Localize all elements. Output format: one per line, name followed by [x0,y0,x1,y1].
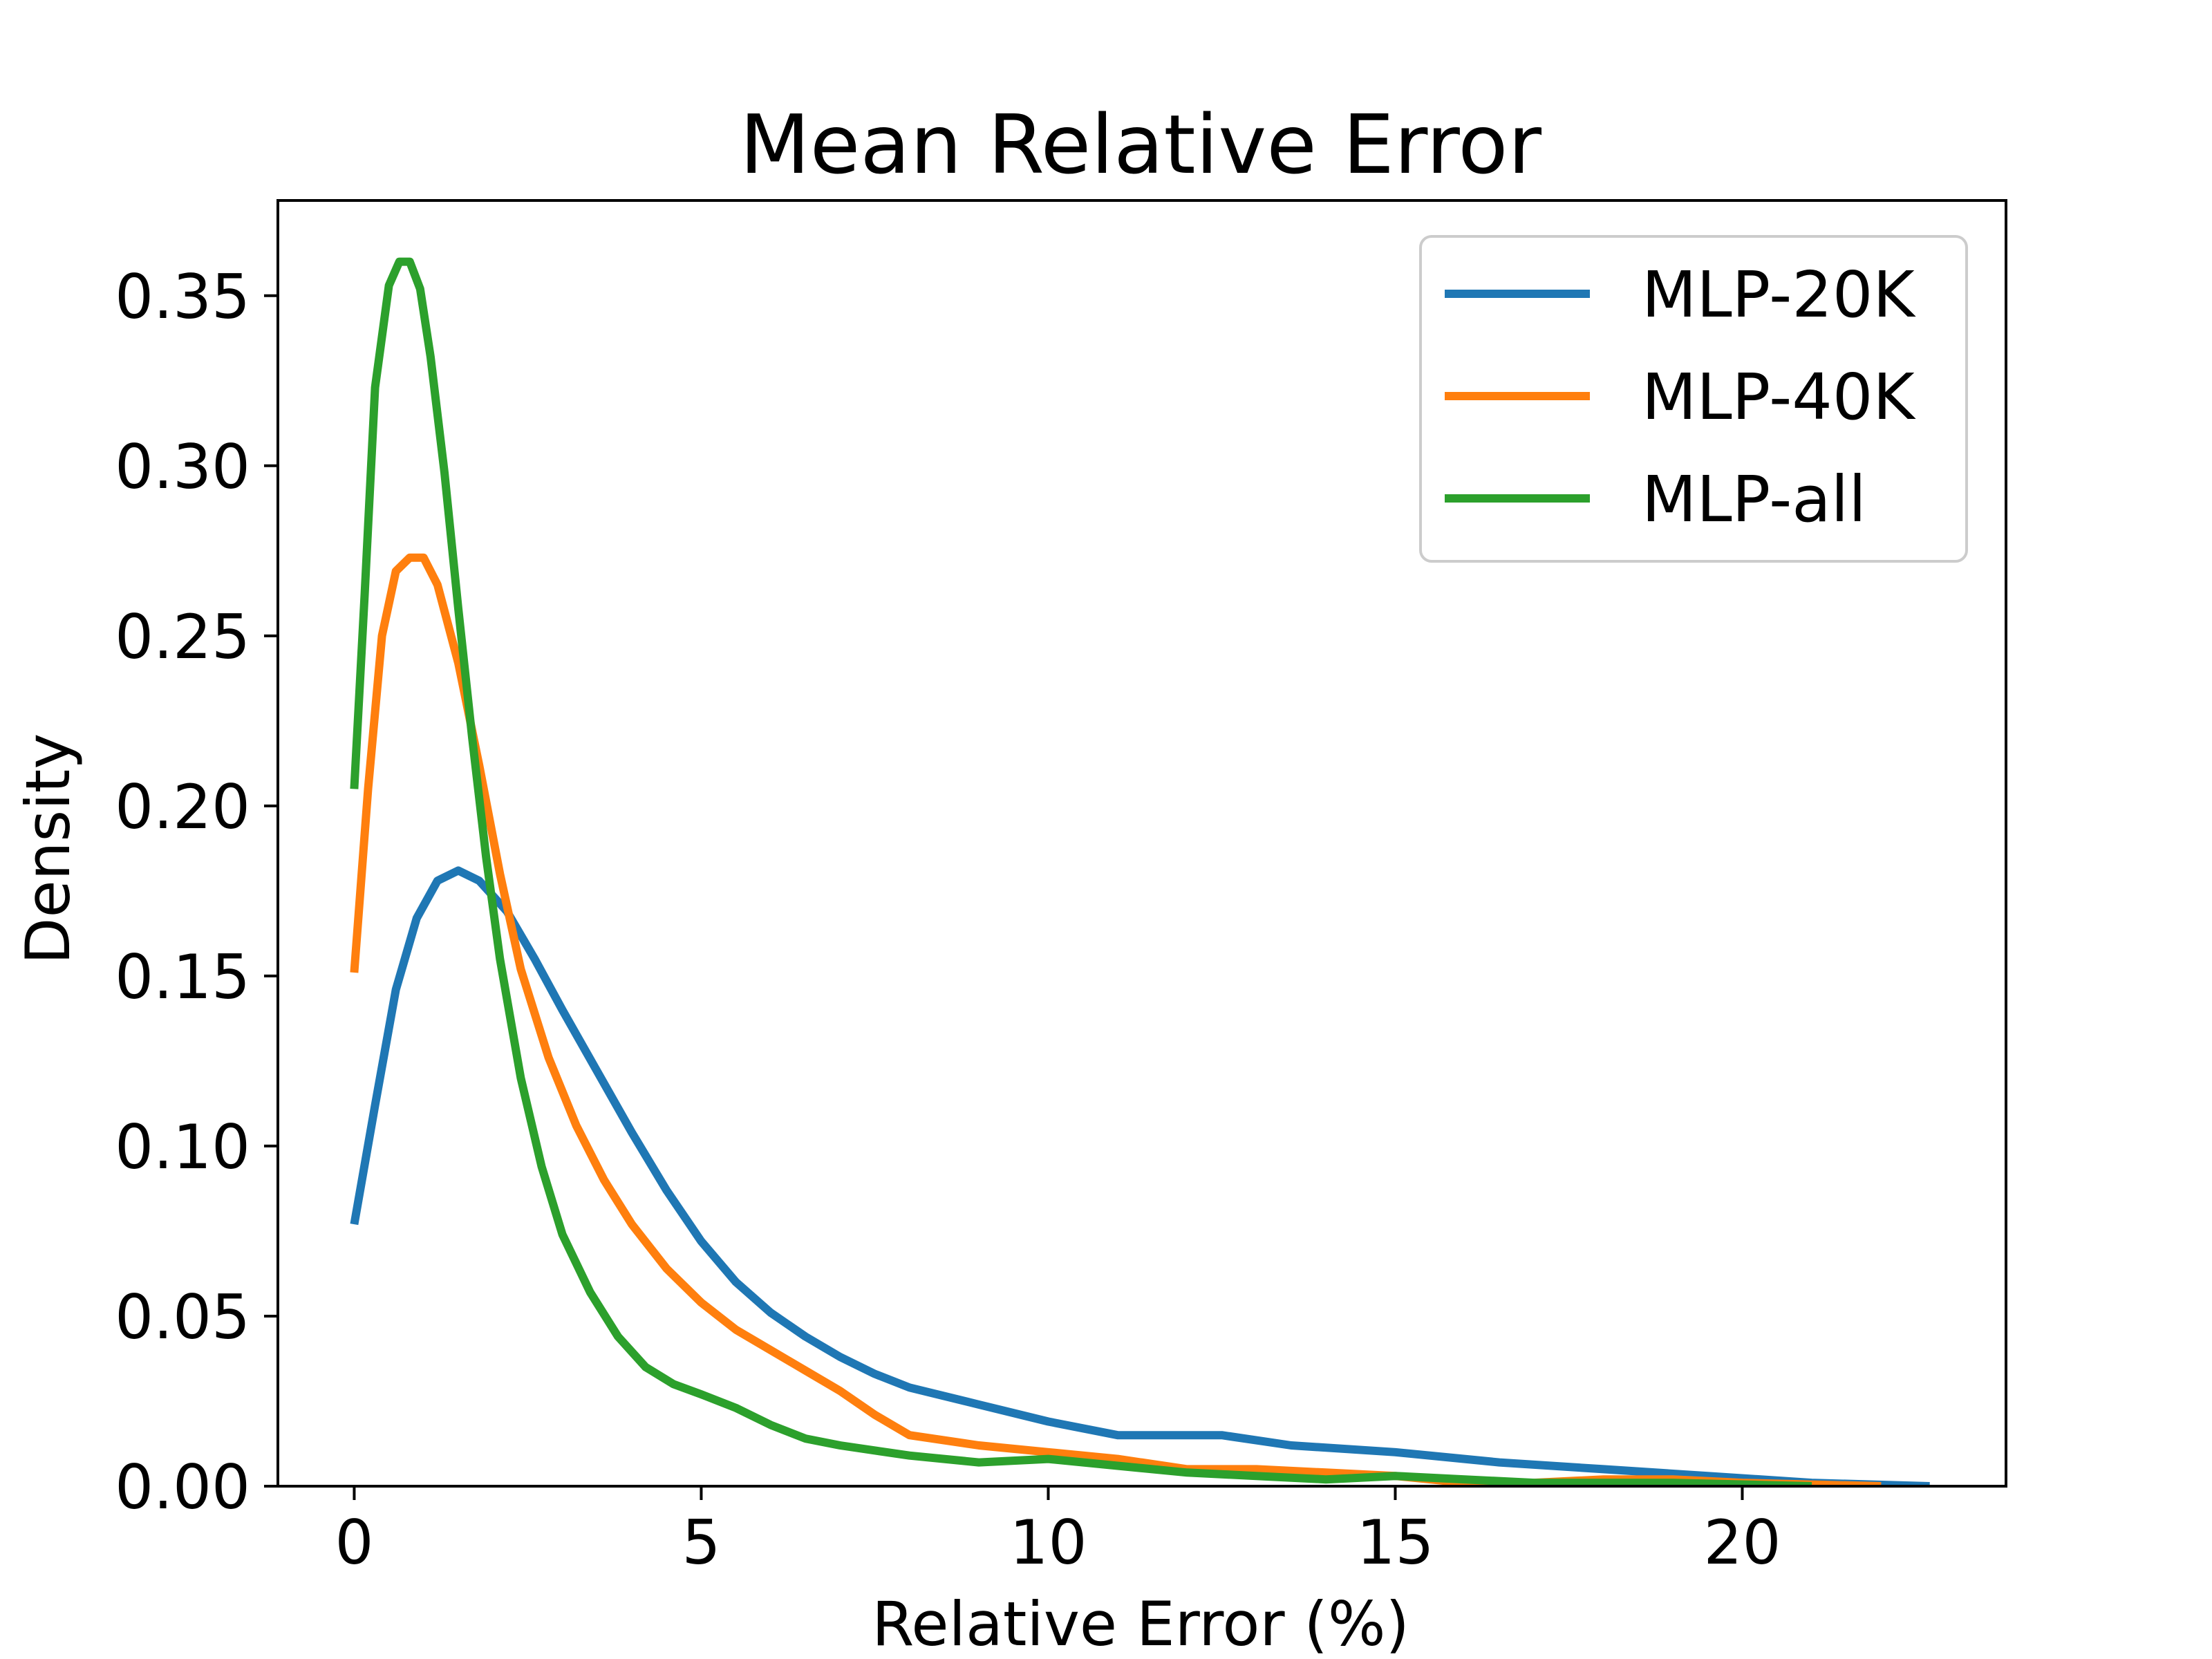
x-tick-label: 15 [1356,1507,1434,1578]
y-tick-label: 0.05 [115,1282,250,1353]
y-tick-label: 0.15 [115,941,250,1013]
series-line-3 [350,257,1812,1486]
legend-box [1419,235,1968,563]
chart-title: Mean Relative Error [740,97,1541,192]
y-tick-label: 0.30 [115,431,250,503]
y-tick-label: 0.25 [115,601,250,673]
x-tick-label: 0 [335,1507,373,1578]
series-line-1 [350,866,1930,1486]
x-tick-label: 5 [682,1507,720,1578]
x-axis-title: Relative Error (%) [872,1588,1409,1659]
axes-frame [276,199,2007,1488]
y-tick-label: 0.20 [115,771,250,843]
legend-label-3: MLP-all [1642,462,1866,536]
y-axis-title: Density [12,733,84,965]
legend-label-1: MLP-20K [1642,258,1916,332]
x-tick-label: 20 [1703,1507,1781,1578]
y-tick-label: 0.10 [115,1112,250,1183]
legend: MLP-20K MLP-40K MLP-all [1419,235,1968,563]
plot-area [276,199,2007,1488]
y-tick-label: 0.00 [115,1452,250,1523]
axis-ticks: 0 5 10 15 20 0.00 0.05 0.10 0.15 0.20 0.25 0.30 0.35 [115,261,1781,1578]
x-tick-label: 10 [1009,1507,1087,1578]
legend-label-2: MLP-40K [1642,360,1916,434]
y-tick-label: 0.35 [115,261,250,332]
